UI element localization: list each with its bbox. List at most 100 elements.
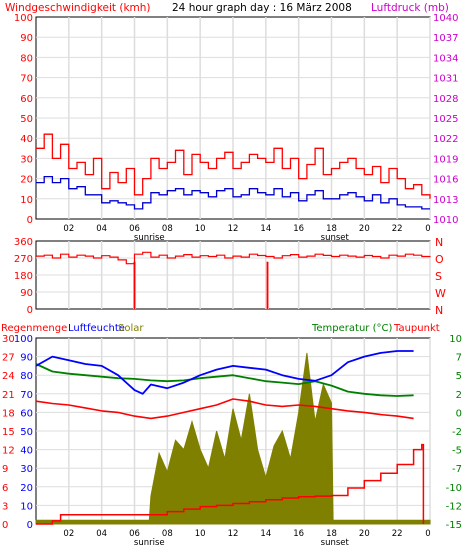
climate-x-tick-label: 14 (260, 529, 271, 539)
solar-axis-title: Solar (118, 323, 144, 334)
rain-y-ticks: 0 3 6 9 12 15 18 21 24 27 30 (2, 334, 15, 531)
wind-x-tick-label: 02 (63, 224, 74, 234)
temperature-y-tick-label: -12 (446, 501, 462, 512)
direction-y-ticks: 0 90 180 270 360 (14, 237, 33, 316)
temperature-y-tick-label: 2 (456, 390, 462, 401)
temperature-series-line (35, 363, 414, 397)
temperature-y-tick-label: -15 (446, 520, 462, 531)
climate-series (35, 350, 431, 525)
humidity-y-tick-label: 90 (20, 353, 33, 364)
wind-x-tick-label: 16 (293, 224, 304, 234)
rain-y-tick-label: 0 (2, 520, 8, 531)
solar-area (35, 352, 431, 525)
direction-gridlines (36, 241, 431, 309)
rain-series-line (36, 443, 425, 525)
direction-series (36, 251, 431, 309)
sunset-label: sunset (321, 233, 350, 243)
sunrise-label: sunrise (134, 233, 165, 243)
climate-x-tick-label: 16 (293, 529, 304, 539)
temperature-y-tick-label: -5 (452, 446, 462, 457)
temperature-axis-title: Temperatur (°C) (311, 323, 392, 334)
climate-x-tick-label: 0 (425, 529, 430, 539)
sunset-label-bottom: sunset (321, 538, 350, 548)
wind-x-ticks: 02 04 06 08 10 12 14 16 18 20 22 0 (63, 224, 430, 234)
wind-x-tick-label: 08 (162, 224, 173, 234)
pressure-y-tick-label: 1010 (433, 215, 458, 226)
temperature-y-tick-label: -7 (452, 464, 462, 475)
climate-x-tick-label: 08 (162, 529, 173, 539)
wind-x-tick-label: 04 (96, 224, 107, 234)
wind-y-tick-label: 40 (20, 134, 33, 145)
wind-y-tick-label: 0 (27, 215, 33, 226)
rain-y-tick-label: 30 (2, 334, 15, 345)
wind-x-tick-label: 12 (228, 224, 239, 234)
wind-y-tick-label: 100 (14, 13, 33, 24)
wind-x-tick-label: 06 (129, 224, 140, 234)
rain-y-tick-label: 27 (2, 353, 15, 364)
humidity-y-tick-label: 0 (27, 520, 33, 531)
humidity-y-tick-label: 70 (20, 390, 33, 401)
climate-x-tick-label: 22 (392, 529, 403, 539)
climate-x-tick-label: 20 (359, 529, 370, 539)
direction-y-tick-label: 90 (20, 288, 33, 299)
humidity-y-ticks: 0 10 20 30 40 50 60 70 80 90 100 (14, 334, 33, 531)
compass-y-tick-label: N (435, 236, 443, 249)
wind-x-tick-label: 20 (359, 224, 370, 234)
wind-y-tick-label: 80 (20, 53, 33, 64)
rain-y-tick-label: 6 (2, 483, 8, 494)
compass-y-tick-label: W (435, 287, 446, 300)
direction-y-tick-label: 180 (14, 271, 33, 282)
pressure-y-tick-label: 1034 (433, 53, 458, 64)
rain-y-tick-label: 12 (2, 446, 15, 457)
rain-y-tick-label: 18 (2, 408, 15, 419)
humidity-y-tick-label: 40 (20, 446, 33, 457)
pressure-y-tick-label: 1040 (433, 13, 458, 24)
wind-series-average (36, 175, 430, 210)
pressure-y-ticks: 1010 1013 1016 1019 1022 1025 1028 1031 1034 1037… (433, 13, 458, 226)
humidity-y-tick-label: 50 (20, 427, 33, 438)
climate-x-tick-label: 04 (96, 529, 107, 539)
wind-y-tick-label: 70 (20, 74, 33, 85)
humidity-series-line (35, 350, 414, 395)
wind-y-tick-label: 20 (20, 175, 33, 186)
pressure-y-tick-label: 1025 (433, 114, 458, 125)
pressure-y-tick-label: 1028 (433, 94, 458, 105)
rain-y-tick-label: 3 (2, 501, 8, 512)
climate-x-ticks: 02 04 06 08 10 12 14 16 18 20 22 0 (63, 529, 430, 539)
temperature-y-tick-label: 7 (456, 353, 462, 364)
climate-x-tick-label: 12 (228, 529, 239, 539)
wind-x-tick-label: 10 (195, 224, 206, 234)
dewpoint-series-line (35, 398, 414, 420)
wind-x-tick-label: 14 (260, 224, 271, 234)
pressure-axis-title: Luftdruck (mb) (371, 2, 449, 14)
direction-y-tick-label: 360 (14, 237, 33, 248)
wind-x-tick-label: 0 (425, 224, 430, 234)
temperature-y-tick-label: -10 (446, 483, 462, 494)
pressure-y-tick-label: 1037 (433, 33, 458, 44)
rain-axis-title: Regenmenge (1, 323, 67, 334)
wind-y-tick-label: 60 (20, 94, 33, 105)
chart-title: 24 hour graph day : 16 März 2008 (172, 2, 352, 14)
climate-x-tick-label: 10 (195, 529, 206, 539)
climate-x-tick-label: 18 (326, 529, 337, 539)
humidity-y-tick-label: 30 (20, 464, 33, 475)
direction-series-line (36, 251, 431, 265)
rain-y-tick-label: 24 (2, 371, 15, 382)
wind-y-ticks: 0 10 20 30 40 50 60 70 80 90 100 (14, 13, 33, 226)
humidity-axis-title: Luftfeuchte (68, 323, 125, 334)
wind-x-tick-label: 18 (326, 224, 337, 234)
temperature-y-tick-label: 5 (456, 371, 462, 382)
direction-y-tick-label: 270 (14, 254, 33, 265)
humidity-y-tick-label: 20 (20, 483, 33, 494)
temperature-y-tick-label: -2 (452, 427, 462, 438)
wind-series-gust (36, 133, 431, 199)
pressure-y-tick-label: 1019 (433, 154, 458, 165)
humidity-y-tick-label: 80 (20, 371, 33, 382)
wind-x-tick-label: 22 (392, 224, 403, 234)
wind-y-tick-label: 30 (20, 154, 33, 165)
compass-y-tick-label: S (435, 270, 442, 283)
rain-y-tick-label: 15 (2, 427, 15, 438)
temperature-y-ticks: -15 -12 -10 -7 -5 -2 0 2 5 7 10 (446, 334, 462, 531)
